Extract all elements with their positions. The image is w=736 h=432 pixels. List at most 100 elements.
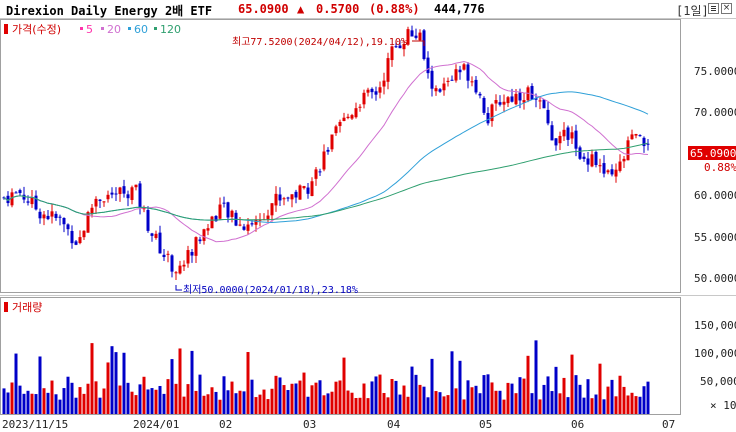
candle [126, 194, 130, 199]
candle [646, 143, 650, 145]
volume-bar [58, 399, 62, 414]
candle [146, 210, 150, 231]
volume-bar [394, 380, 398, 414]
volume-bar [474, 385, 478, 414]
instrument-name: Direxion Daily Energy 2배 ETF [6, 4, 213, 18]
candle [210, 216, 214, 229]
volume-bar [130, 391, 134, 414]
candle [554, 138, 558, 146]
volume-bar [458, 360, 462, 414]
volume-bar [310, 385, 314, 414]
volume-bar [166, 379, 170, 414]
volume-bar [262, 389, 266, 414]
volume-bar [562, 377, 566, 414]
volume-bar [570, 354, 574, 414]
candle [66, 224, 70, 230]
menu-icon[interactable] [708, 3, 719, 14]
volume-bar [450, 351, 454, 414]
volume-bar [30, 393, 34, 414]
x-tick-label: 06 [571, 418, 584, 431]
period-button[interactable]: [1일] [676, 4, 709, 18]
volume-bar [534, 340, 538, 414]
volume-bar [402, 385, 406, 414]
volume-y-axis: 150,000 100,000 50,000 × 10 [694, 319, 736, 412]
volume-bar [98, 397, 102, 414]
volume-bar [366, 398, 370, 414]
chart-header: Direxion Daily Energy 2배 ETF 65.0900 ▲ 0… [0, 0, 736, 19]
volume-bar [238, 390, 242, 414]
volume-bar [82, 393, 86, 414]
candle [186, 250, 190, 264]
candle [6, 195, 10, 204]
candle [622, 158, 626, 162]
volume-bar [358, 397, 362, 414]
candle [306, 187, 310, 194]
volume-bar [542, 384, 546, 414]
moving-average-lines [3, 60, 649, 243]
y-tick-label: 70.0000 [694, 106, 736, 119]
volume-bar [362, 383, 366, 414]
volume-bar [346, 390, 350, 414]
candle [166, 253, 170, 255]
volume-bars [2, 340, 650, 414]
volume-bar [26, 390, 30, 414]
candle [254, 219, 258, 225]
volume-bar [258, 394, 262, 414]
volume-bar [62, 388, 66, 414]
candle [158, 232, 162, 254]
volume-bar [78, 387, 82, 414]
volume-bar [618, 375, 622, 414]
volume-bar [538, 399, 542, 414]
volume-bar [242, 391, 246, 414]
volume-bar [178, 348, 182, 414]
volume-bar [2, 388, 6, 414]
volume-bar [306, 396, 310, 414]
volume-bar [42, 388, 46, 414]
volume-bar [442, 396, 446, 414]
volume-bar [50, 380, 54, 414]
volume-bar [470, 387, 474, 414]
volume-bar [330, 391, 334, 414]
volume-bar [630, 392, 634, 414]
close-icon[interactable]: × [721, 3, 732, 14]
volume-bar [430, 358, 434, 414]
ma120-line [3, 142, 649, 221]
candle [226, 202, 230, 218]
volume-bar [530, 393, 534, 414]
candle [62, 217, 66, 225]
volume-bar [270, 388, 274, 414]
candle [358, 106, 362, 108]
candle [470, 81, 474, 83]
candle [110, 192, 114, 195]
candle [610, 169, 614, 175]
volume-bar [114, 352, 118, 414]
volume-bar [298, 380, 302, 414]
change-up-icon: ▲ [297, 2, 305, 16]
current-price-tag-text: 65.0900 [690, 147, 736, 160]
candle [118, 187, 122, 195]
candle [222, 202, 226, 204]
candle [230, 210, 234, 217]
volume-bar [70, 382, 74, 414]
volume-bar [198, 374, 202, 414]
volume-bar [638, 396, 642, 414]
volume-bar [206, 394, 210, 414]
candle [302, 186, 306, 189]
candle [286, 197, 290, 199]
volume-bar [554, 366, 558, 414]
price-y-axis: 75.0000 70.0000 60.0000 55.0000 50.0000 [694, 65, 736, 285]
volume-bar [322, 395, 326, 414]
price-change: 0.5700 [316, 2, 360, 16]
volume-bar [174, 383, 178, 414]
candle [46, 215, 50, 220]
volume-bar [46, 392, 50, 414]
candle [130, 187, 134, 200]
candle [450, 79, 454, 81]
volume-bar [18, 385, 22, 414]
volume-bar [634, 396, 638, 414]
candle [326, 149, 330, 152]
candle [214, 215, 218, 222]
candle [298, 185, 302, 200]
candle [558, 135, 562, 144]
candle [350, 115, 354, 119]
